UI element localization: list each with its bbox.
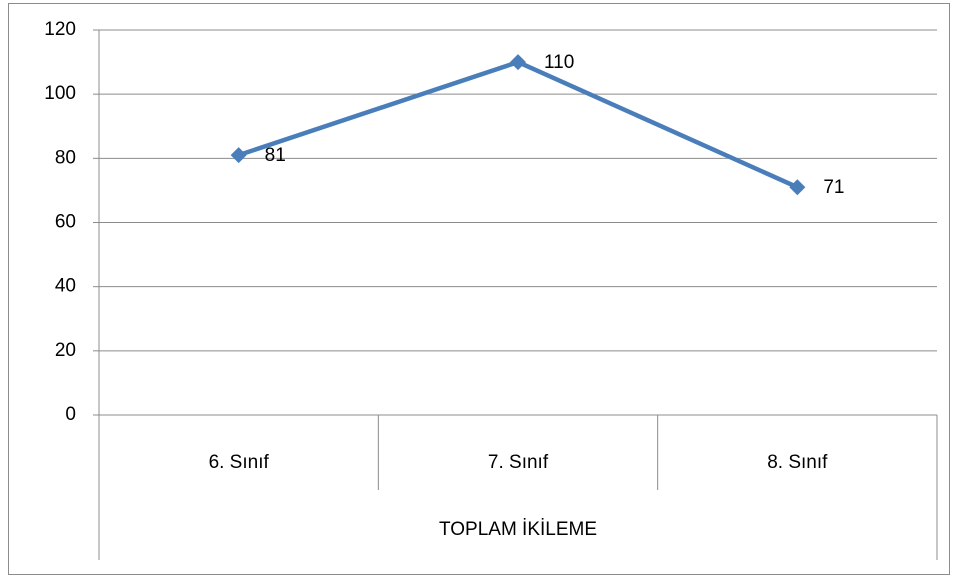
- data-label: 81: [265, 145, 286, 166]
- y-tick-label: 0: [65, 404, 76, 425]
- y-tick-label: 120: [44, 19, 76, 40]
- x-tick-label: 6. Sınıf: [209, 452, 270, 473]
- y-tick-label: 60: [55, 212, 76, 233]
- data-label: 110: [544, 52, 574, 73]
- y-tick-label: 40: [55, 276, 76, 297]
- data-point: [230, 147, 247, 164]
- y-tick-label: 80: [55, 147, 76, 168]
- data-point: [510, 54, 526, 71]
- data-point: [789, 179, 806, 196]
- x-tick-label: 7. Sınıf: [488, 452, 549, 473]
- x-tick-label: 8. Sınıf: [767, 452, 828, 473]
- data-label: 71: [823, 177, 844, 198]
- chart-border: [8, 3, 950, 575]
- y-tick-label: 20: [55, 340, 76, 361]
- y-tick-label: 100: [44, 83, 76, 104]
- category-group-label: TOPLAM İKİLEME: [439, 519, 597, 540]
